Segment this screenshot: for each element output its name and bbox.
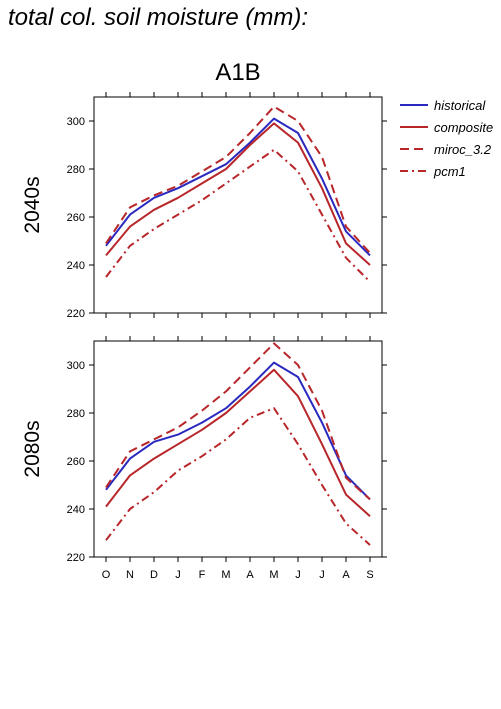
series-line-historical-2040s xyxy=(105,117,371,257)
x-tick-label: J xyxy=(319,569,325,581)
x-tick-label: A xyxy=(342,569,350,581)
x-tick-label: N xyxy=(126,569,134,581)
scenario-label: A1B xyxy=(215,59,260,86)
legend-label-composite: composite xyxy=(434,120,493,135)
legend-label-pcm1: pcm1 xyxy=(433,164,466,179)
figure-title: total col. soil moisture (mm): xyxy=(8,4,309,31)
row-label-2080s: 2080s xyxy=(21,420,44,477)
row-label-2040s: 2040s xyxy=(21,176,44,233)
series-line-historical-2080s xyxy=(105,361,371,501)
series-line-miroc-3-2-2080s xyxy=(105,342,371,501)
legend-label-miroc-3-2: miroc_3.2 xyxy=(434,142,492,157)
y-tick-label: 300 xyxy=(67,360,85,372)
y-tick-label: 220 xyxy=(67,552,85,564)
x-tick-label: A xyxy=(246,569,254,581)
x-tick-label: J xyxy=(175,569,181,581)
x-tick-label: S xyxy=(366,569,373,581)
y-tick-label: 300 xyxy=(67,116,85,128)
y-tick-label: 240 xyxy=(67,260,85,272)
x-tick-label: J xyxy=(295,569,301,581)
y-tick-label: 260 xyxy=(67,456,85,468)
plot-frame-2080s xyxy=(93,340,383,558)
x-tick-label: M xyxy=(221,569,230,581)
series-line-miroc-3-2-2040s xyxy=(105,105,371,254)
plot-frame-2040s xyxy=(93,96,383,314)
series-line-composite-2040s xyxy=(105,122,371,266)
x-tick-label: F xyxy=(199,569,206,581)
legend-label-historical: historical xyxy=(434,98,486,113)
x-tick-label: O xyxy=(102,569,111,581)
x-tick-label: D xyxy=(150,569,158,581)
series-line-pcm1-2040s xyxy=(105,148,371,283)
x-tick-label: M xyxy=(269,569,278,581)
y-tick-label: 240 xyxy=(67,504,85,516)
series-line-pcm1-2080s xyxy=(105,407,371,546)
y-tick-label: 280 xyxy=(67,408,85,420)
y-tick-label: 220 xyxy=(67,308,85,320)
y-tick-label: 280 xyxy=(67,164,85,176)
y-tick-label: 260 xyxy=(67,212,85,224)
series-line-composite-2080s xyxy=(105,368,371,517)
